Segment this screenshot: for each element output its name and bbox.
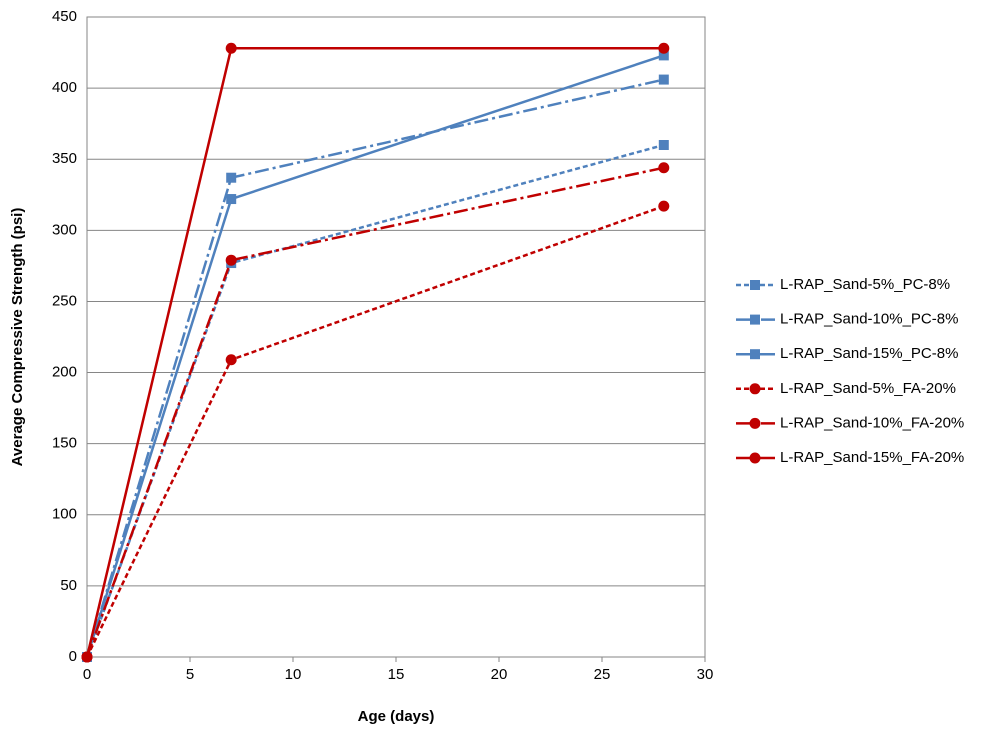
marker <box>658 162 670 174</box>
series-line <box>85 54 665 658</box>
y-tick-label: 450 <box>52 8 77 25</box>
y-axis-title: Average Compressive Strength (psi) <box>9 208 26 467</box>
y-tick-label: 50 <box>60 577 77 594</box>
marker <box>226 172 237 183</box>
x-tick-label: 5 <box>186 666 194 683</box>
marker <box>225 42 237 54</box>
series-line <box>85 47 664 658</box>
x-tick-label: 30 <box>697 666 714 683</box>
marker <box>750 280 760 290</box>
x-tick-label: 25 <box>594 666 611 683</box>
marker <box>658 74 669 85</box>
legend-label: L-RAP_Sand-10%_FA-20% <box>780 414 964 431</box>
marker <box>658 50 669 61</box>
series-line <box>85 78 665 658</box>
legend-label: L-RAP_Sand-15%_FA-20% <box>780 449 964 466</box>
x-tick-label: 0 <box>83 666 91 683</box>
legend-label: L-RAP_Sand-5%_FA-20% <box>780 380 956 397</box>
y-tick-label: 350 <box>52 150 77 167</box>
marker <box>81 651 93 663</box>
legend-label: L-RAP_Sand-15%_PC-8% <box>780 345 958 362</box>
marker <box>658 42 670 54</box>
marker <box>225 354 237 366</box>
series-line <box>85 166 665 658</box>
marker <box>750 349 760 360</box>
x-axis-title: Age (days) <box>358 708 435 725</box>
y-tick-label: 300 <box>52 221 77 238</box>
legend-label: L-RAP_Sand-5%_PC-8% <box>780 276 950 293</box>
marker <box>749 417 761 429</box>
y-tick-label: 100 <box>52 506 77 523</box>
x-tick-label: 10 <box>285 666 302 683</box>
y-tick-label: 200 <box>52 364 77 381</box>
series-line <box>85 204 665 658</box>
marker <box>225 254 237 266</box>
legend-label: L-RAP_Sand-10%_PC-8% <box>780 311 958 328</box>
marker <box>749 383 761 395</box>
plot-frame <box>86 16 706 658</box>
y-tick-label: 150 <box>52 435 77 452</box>
marker <box>226 194 237 205</box>
x-tick-label: 20 <box>491 666 508 683</box>
y-tick-label: 0 <box>69 648 77 665</box>
marker <box>749 452 761 464</box>
y-tick-label: 400 <box>52 79 77 96</box>
marker <box>658 140 669 150</box>
series-line <box>85 143 665 658</box>
marker <box>750 314 760 325</box>
x-tick-label: 15 <box>388 666 405 683</box>
y-tick-label: 250 <box>52 292 77 309</box>
marker <box>658 200 670 212</box>
